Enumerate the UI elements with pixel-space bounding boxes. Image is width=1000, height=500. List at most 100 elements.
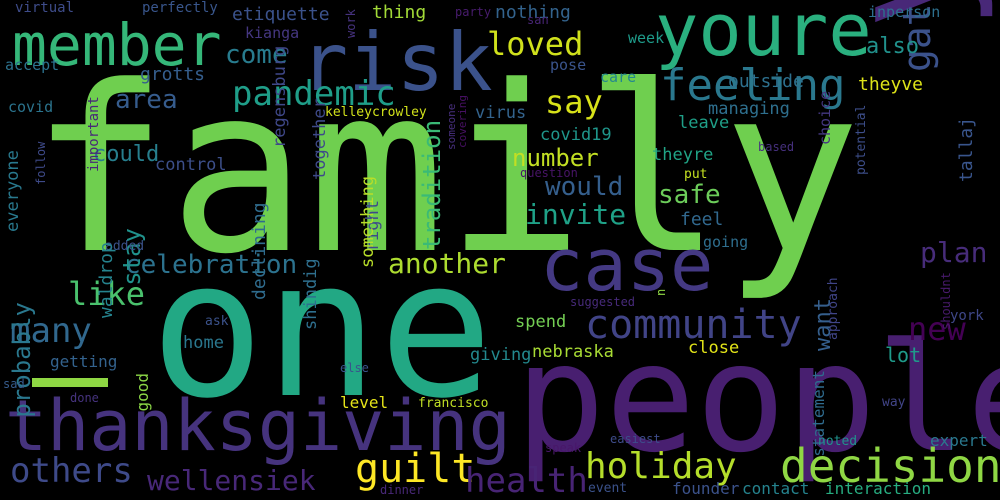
word-giving: giving: [470, 345, 531, 365]
word-pose: pose: [550, 56, 586, 74]
word-new: new: [908, 310, 967, 348]
word-many: many: [10, 311, 92, 351]
word-loved: loved: [487, 25, 583, 63]
word-safe: safe: [658, 180, 721, 210]
word-something: something: [358, 176, 378, 268]
word-case: case: [540, 223, 713, 307]
word-others: others: [10, 451, 133, 491]
word-expert: expert: [930, 431, 988, 450]
word-year: year: [816, 0, 997, 30]
word-kelleycrowley: kelleycrowley: [325, 105, 427, 120]
word-else: else: [340, 361, 369, 375]
word-gathering: gathering: [895, 0, 939, 72]
word-health: health: [465, 461, 588, 500]
word-also: also: [866, 34, 919, 59]
word-people: people: [515, 312, 1000, 486]
word-getting: getting: [50, 352, 117, 371]
word-grotts: grotts: [140, 64, 205, 85]
word-nebraska: nebraska: [532, 342, 614, 362]
word-done: done: [70, 391, 99, 405]
word-francisco: francisco: [418, 396, 488, 411]
word-like: like: [68, 275, 145, 313]
word-statement: statement: [809, 370, 828, 457]
accent-bar: [32, 378, 108, 387]
word-family: family: [30, 38, 861, 305]
word-based: based: [758, 140, 794, 154]
word-potential: potential: [854, 105, 869, 175]
word-covering: covering: [456, 95, 469, 148]
word-youre: youre: [655, 0, 872, 72]
word-wellensiek: wellensiek: [147, 464, 316, 497]
word-area: area: [115, 85, 178, 115]
word-tradition: tradition: [418, 120, 446, 250]
word-risk: risk: [300, 16, 493, 109]
word-home: home: [183, 333, 224, 353]
word-put: put: [684, 167, 707, 182]
word-shouldnt: shouldnt: [939, 272, 953, 330]
word-party: party: [455, 5, 491, 19]
word-group: familyonepeople year thanksgiving risk youre…: [3, 0, 1000, 500]
word-another: another: [388, 247, 506, 280]
word-ask: ask: [205, 314, 229, 329]
word-probably: probably: [8, 302, 36, 418]
word-shindig: shindig: [301, 258, 321, 330]
word-close: close: [688, 338, 739, 358]
word-control: control: [155, 155, 227, 175]
word-san: san: [527, 13, 549, 27]
word-inperson: inperson: [868, 3, 940, 21]
word-would: would: [545, 172, 623, 202]
word-virtual: virtual: [15, 0, 74, 16]
word-work: work: [344, 8, 358, 38]
word-added: added: [105, 239, 144, 254]
word-speak: speak: [545, 441, 582, 455]
word-choice: choice: [816, 91, 834, 145]
word-going: going: [703, 233, 748, 251]
word-nothing: nothing: [495, 2, 571, 23]
word-everyone: everyone: [3, 150, 23, 232]
word-celebration: celebration: [125, 250, 297, 280]
word-come: come: [225, 40, 288, 70]
word-number: number: [512, 144, 599, 172]
word-contact: contact: [742, 479, 809, 498]
word-noted: noted: [818, 434, 857, 449]
word-together: together: [310, 98, 330, 180]
word-someone: someone: [445, 104, 458, 150]
word-managing: managing: [708, 99, 790, 119]
word-care: care: [600, 68, 636, 86]
word-week: week: [628, 29, 664, 47]
word-theyve: theyve: [858, 74, 923, 95]
word-holiday: holiday: [585, 446, 737, 487]
word-tallaj: tallaj: [956, 117, 977, 182]
word-stay: stay: [118, 228, 146, 286]
word-covid: covid: [8, 98, 53, 116]
word-follow: follow: [34, 141, 48, 185]
word-leave: leave: [678, 113, 729, 133]
word-accept: accept: [5, 56, 59, 74]
word-question: question: [520, 166, 578, 180]
word-say: say: [545, 83, 603, 121]
word-important: important: [86, 96, 102, 172]
word-decision: decision: [780, 439, 1000, 493]
word-covid19: covid19: [540, 125, 612, 145]
word-regensburg: regensburg: [270, 46, 290, 148]
word-feeling: feeling: [660, 60, 845, 111]
word-n: n: [654, 289, 668, 296]
word-community: community: [585, 302, 802, 348]
word-sad: sad: [3, 377, 25, 391]
word-etiquette: etiquette: [232, 4, 330, 25]
word-feel: feel: [680, 209, 723, 230]
word-theyre: theyre: [652, 145, 713, 165]
word-good: good: [133, 373, 152, 412]
word-easiest: easiest: [610, 432, 661, 446]
word-thanksgiving: thanksgiving: [5, 385, 511, 467]
word-level: level: [340, 393, 388, 412]
word-spend: spend: [515, 312, 566, 332]
word-suggested: suggested: [570, 295, 635, 309]
word-thing: thing: [372, 2, 426, 23]
word-approach: approach: [826, 277, 841, 340]
word-perfectly: perfectly: [142, 0, 218, 16]
word-york: york: [950, 308, 984, 324]
word-kianga: kianga: [245, 24, 299, 42]
